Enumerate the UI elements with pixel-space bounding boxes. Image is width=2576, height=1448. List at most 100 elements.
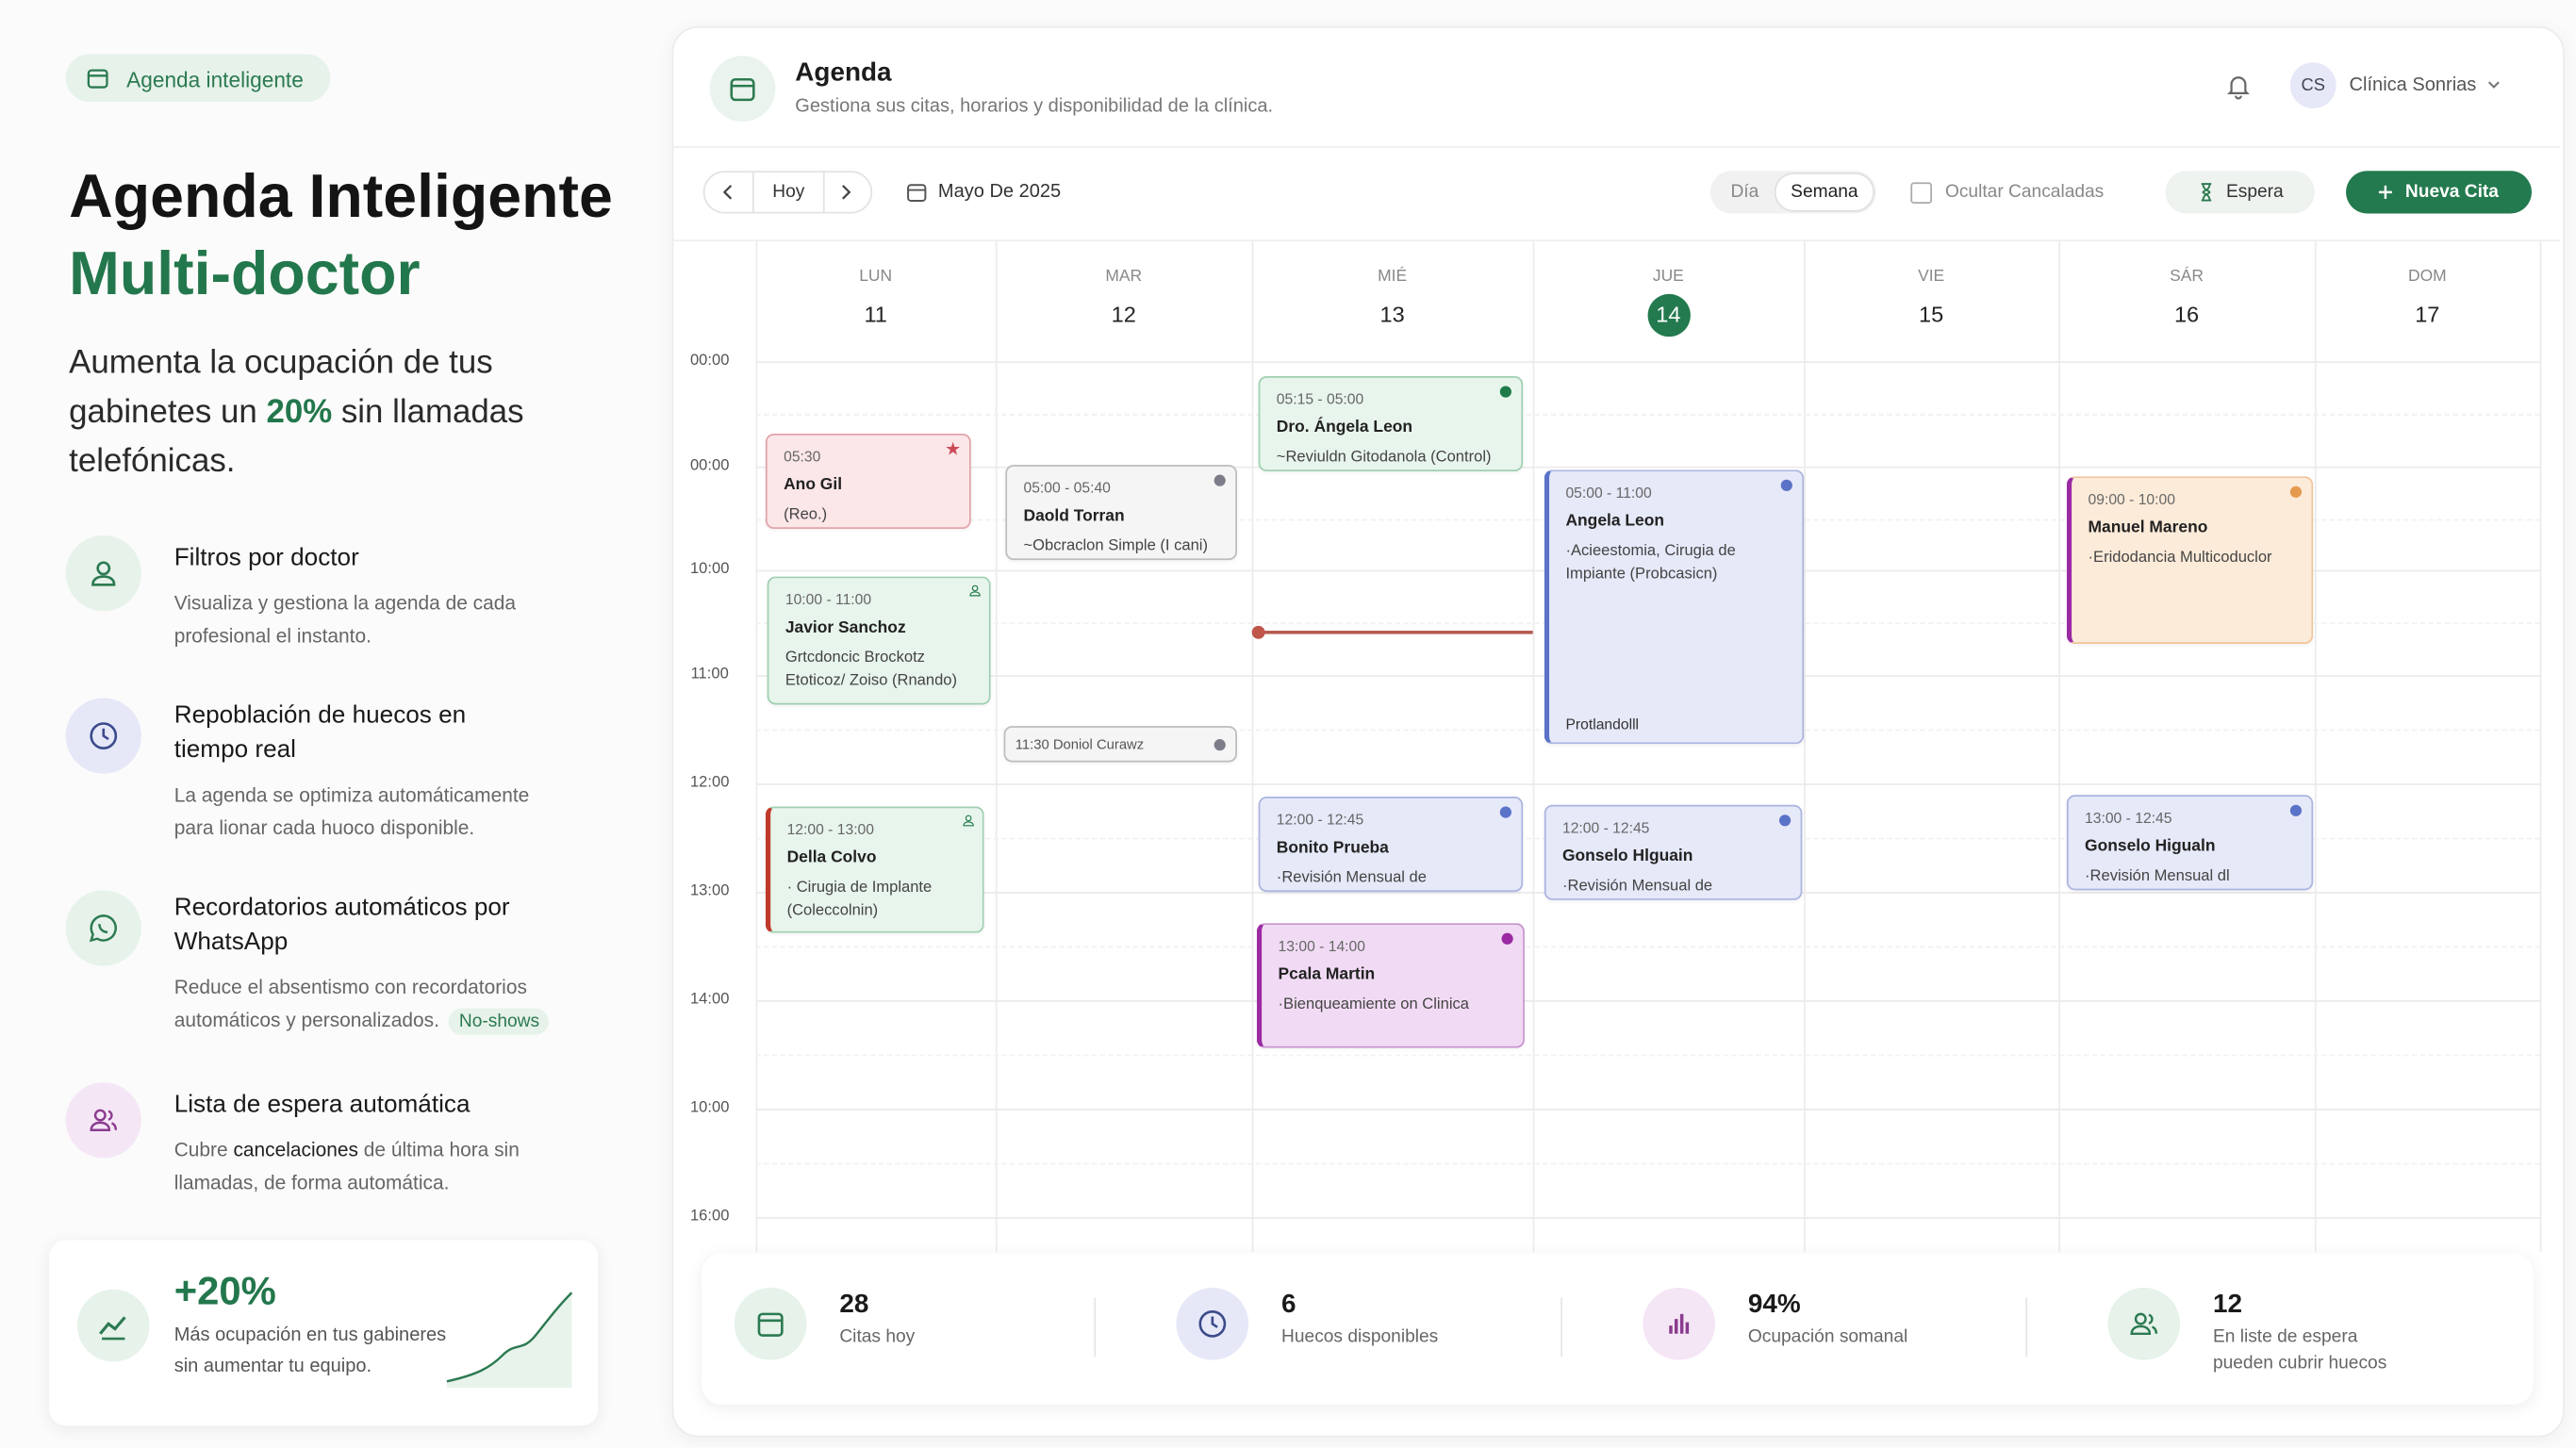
day-number[interactable]: 15 <box>1919 302 1944 327</box>
time-label: 11:00 <box>690 665 729 683</box>
appointment-time: 05:00 - 11:00 <box>1565 484 1652 502</box>
status-dot <box>1501 932 1513 945</box>
icon-graphic <box>90 722 118 749</box>
appointment-time: 13:00 - 14:00 <box>1278 937 1365 955</box>
badge-icon <box>87 69 108 89</box>
column-line <box>2539 241 2542 1252</box>
appointment-treatment: Grtcdoncic Brockotz Etoticoz/ Zoiso (Rna… <box>784 649 958 690</box>
appointment[interactable]: 13:00 - 12:45 Gonselo Higualn ·Revisión Me… <box>2066 795 2314 891</box>
appointment-patient: Gonselo Higualn <box>2085 837 2216 856</box>
appointment-treatment: ·Acieestomia, Cirugia de Impiante (Probc… <box>1565 541 1736 584</box>
view-week[interactable]: Semana <box>1774 172 1875 212</box>
appointment[interactable]: 05:30 Ano Gil (Reo.) ★ <box>765 433 971 530</box>
new-appointment-button[interactable]: Nueva Cita <box>2346 171 2532 214</box>
month-label[interactable]: Mayo De 2025 <box>937 182 1062 203</box>
status-dot <box>1214 474 1226 486</box>
day-name: JUE <box>1652 268 1684 287</box>
time-label: 10:00 <box>689 560 730 579</box>
month-icon <box>907 184 927 202</box>
day-number[interactable]: 17 <box>2415 302 2440 327</box>
appointment-time: 10:00 - 11:00 <box>784 591 872 608</box>
user-menu-chevron[interactable] <box>2485 79 2502 92</box>
appointment[interactable]: 05:00 - 05:40 Daold Torran ~Obcraclon Simp… <box>1005 465 1237 561</box>
promo-text: Más ocupación en tus gabineres sin aumen… <box>173 1325 447 1377</box>
badge-text: Agenda inteligente <box>126 67 304 92</box>
stat-label: Citas hoy <box>839 1326 916 1347</box>
appointment-time: 05:30 <box>784 448 821 466</box>
time-label: 16:00 <box>689 1207 730 1226</box>
day-name: MAR <box>1105 268 1143 287</box>
appointment[interactable]: 12:00 - 12:45 Bonito Prueba ·Revisión Mens… <box>1258 797 1524 893</box>
half-hour-line <box>755 1054 2540 1057</box>
view-day[interactable]: Día <box>1730 182 1759 203</box>
stat-value: 6 <box>1281 1291 1296 1320</box>
app-title: Agenda <box>795 58 892 88</box>
hour-line <box>755 361 2540 364</box>
user-name[interactable]: Clínica Sonrias <box>2349 75 2477 96</box>
hour-line <box>755 466 2540 469</box>
appointment[interactable]: 09:00 - 10:00 Manuel Mareno ·Eridodancia M… <box>2066 476 2314 645</box>
column-line <box>1251 241 1254 1252</box>
appointment[interactable]: 13:00 - 14:00 Pcala Martin ·Bienqueamiente… <box>1256 923 1525 1048</box>
appointment-treatment: ·Bienqueamiente on Clinica <box>1278 995 1469 1014</box>
hour-line <box>755 1109 2540 1111</box>
stat-label: Huecos disponibles <box>1281 1326 1439 1347</box>
appointment[interactable]: 12:00 - 13:00 Della Colvo · Cirugia de Imp… <box>765 806 984 933</box>
column-line <box>755 241 758 1252</box>
hide-cancelled-label[interactable]: Ocultar Cancaladas <box>1944 182 2105 203</box>
icon-graphic <box>2130 1312 2158 1336</box>
appointment-patient: Angela Leon <box>1565 512 1665 531</box>
user-avatar[interactable]: CS <box>2289 62 2337 108</box>
stat-value: 94% <box>1747 1291 1801 1320</box>
appointment-time: 12:00 - 13:00 <box>786 821 875 838</box>
icon-graphic <box>969 584 981 597</box>
time-label: 14:00 <box>689 990 730 1009</box>
column-line <box>995 241 998 1252</box>
today-button[interactable]: Hoy <box>772 182 805 203</box>
status-dot <box>2289 804 2303 816</box>
day-number[interactable]: 16 <box>2173 302 2200 327</box>
appointment[interactable]: 12:00 - 12:45 Gonselo Hlguain ·Revisión Me… <box>1544 804 1803 900</box>
priority-star: ★ <box>945 439 962 460</box>
appointment[interactable]: 11:30 Doniol Curawz <box>1003 726 1237 763</box>
appointment[interactable]: 05:15 - 05:00 Dro. Ángela Leon ~Reviuldn G… <box>1258 375 1524 472</box>
feature-text: Reduce el absentismo con recordatorios a… <box>174 971 560 1038</box>
feature-text-part: Reduce el absentismo con recordatorios a… <box>173 975 527 1032</box>
appointment-patient: Manuel Mareno <box>2088 518 2208 537</box>
appointment-treatment: ·Eridodancia Multicoduclor <box>2088 548 2272 568</box>
date-nav <box>702 171 873 214</box>
waitlist-button[interactable]: Espera <box>2165 171 2315 214</box>
feature-tag: No-shows <box>449 1008 550 1035</box>
appointment[interactable]: 05:00 - 11:00 Angela Leon ·Acieestomia, Ci… <box>1544 469 1805 745</box>
day-number[interactable]: 11 <box>864 302 887 327</box>
icon <box>967 584 983 599</box>
icon-graphic <box>89 914 117 943</box>
time-label: 10:00 <box>689 1098 730 1117</box>
now-line <box>1258 631 1533 634</box>
appointment-patient: Daold Torran <box>1023 507 1125 526</box>
notifications[interactable] <box>2224 73 2253 101</box>
appointment[interactable]: 10:00 - 11:00 Javior Sanchoz Grtcdoncic Br… <box>767 576 991 705</box>
feature-text-part: de última hora sin llamadas, de forma au… <box>173 1138 520 1194</box>
half-hour-line <box>755 946 2540 948</box>
next-button[interactable] <box>838 182 854 202</box>
icon <box>2107 1288 2181 1360</box>
day-number[interactable]: 13 <box>1379 302 1405 327</box>
appointment-patient: Bonito Prueba <box>1276 839 1389 858</box>
day-name: SÁR <box>2170 268 2204 287</box>
icon <box>734 1288 807 1360</box>
hero-title: Agenda Inteligente <box>69 162 613 230</box>
icon-graphic <box>91 561 116 586</box>
half-hour-line <box>755 1162 2540 1165</box>
day-number[interactable]: 12 <box>1111 302 1136 327</box>
appointment-treatment: (Reo.) <box>784 505 828 524</box>
appointment-time: 05:15 - 05:00 <box>1276 390 1364 408</box>
checkbox[interactable] <box>1910 182 1933 205</box>
feature-title: Recordatorios automáticos por WhatsApp <box>173 893 510 957</box>
prev-button[interactable] <box>719 182 735 202</box>
appointment-time: 09:00 - 10:00 <box>2088 490 2175 508</box>
stat-divider <box>1560 1297 1562 1358</box>
day-number[interactable]: 14 <box>1646 293 1691 337</box>
appointment-treatment: ~Obcraclon Simple (I cani) <box>1023 536 1208 555</box>
